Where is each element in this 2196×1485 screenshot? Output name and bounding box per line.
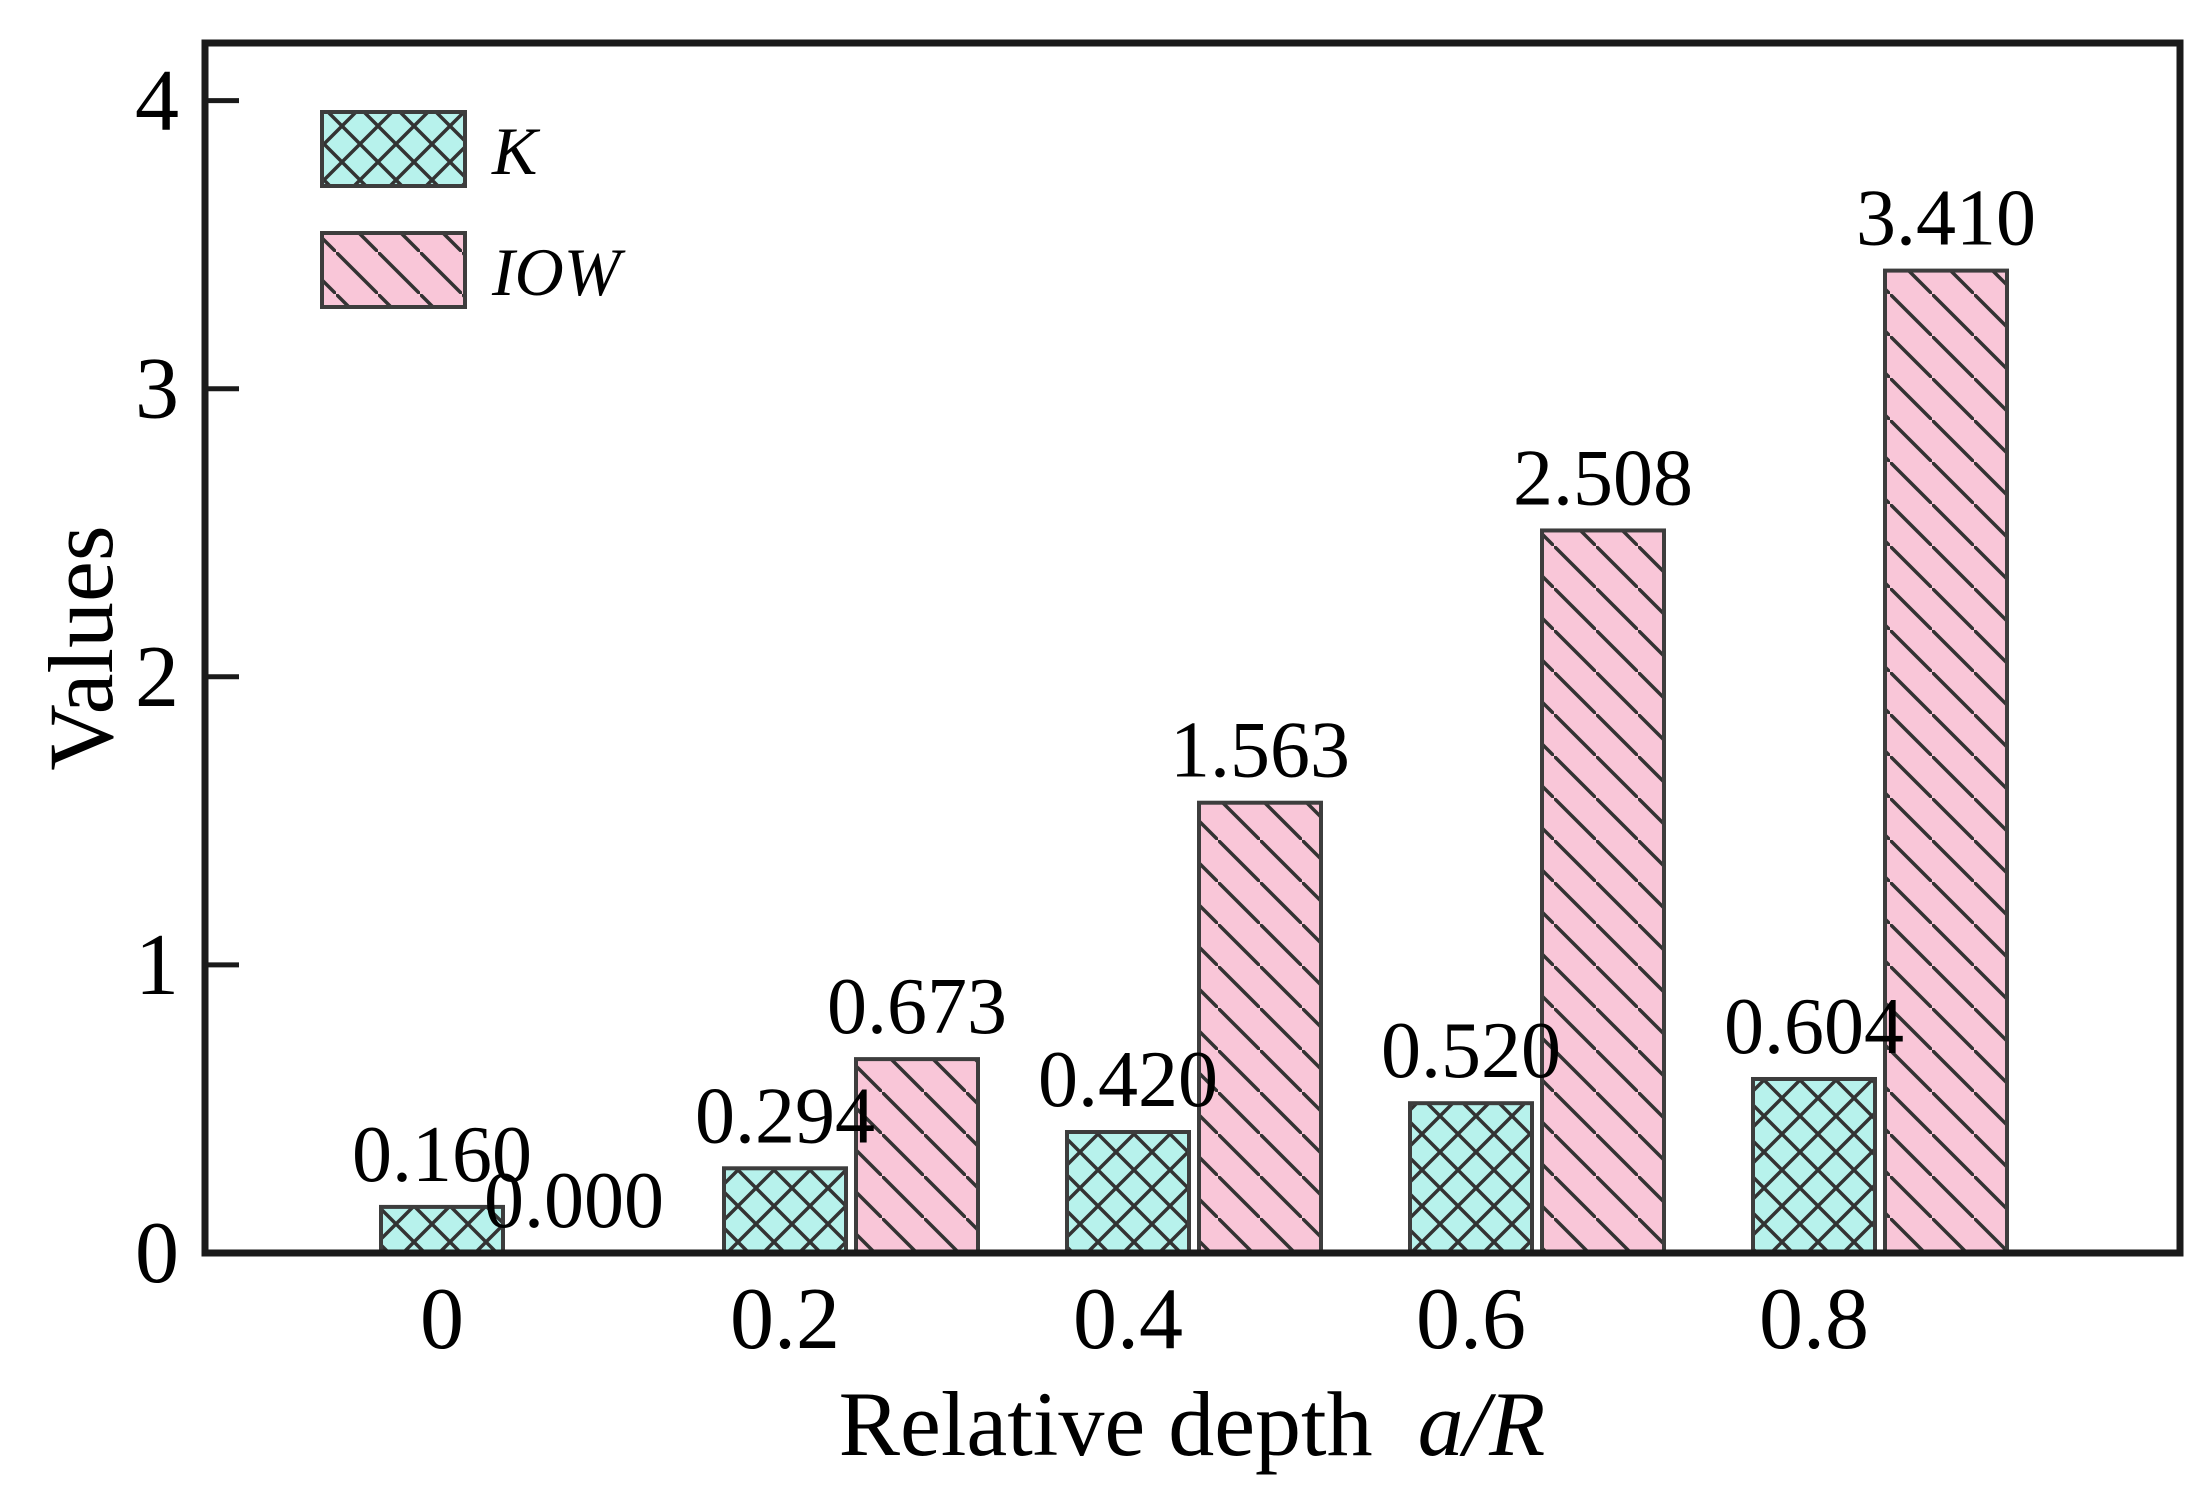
bar-k-0.8	[1751, 1076, 1877, 1255]
legend-swatch-k	[320, 110, 467, 188]
x-axis-title-plain: Relative depth	[839, 1373, 1373, 1475]
x-axis-title: Relative depth a/R	[839, 1373, 1546, 1475]
bar-iow-0.6	[1540, 528, 1666, 1255]
legend: K IOW	[320, 110, 626, 310]
legend-swatch-iow	[320, 231, 467, 309]
value-label-iow-0.2: 0.673	[827, 963, 1007, 1051]
value-label-iow-0.4: 1.563	[1170, 707, 1350, 795]
y-axis-title: Values	[30, 525, 132, 770]
value-label-k-0: 0.160	[352, 1111, 532, 1199]
legend-item-iow: IOW	[320, 231, 626, 310]
bar-iow-0.8	[1883, 268, 2009, 1256]
x-tick-label: 0.2	[730, 1271, 840, 1368]
y-tick-label: 4	[135, 53, 179, 150]
x-tick-label: 0	[420, 1271, 464, 1368]
legend-label-k: K	[491, 113, 541, 189]
value-label-iow-0: 0.000	[484, 1157, 664, 1245]
plot-frame	[201, 39, 2184, 1257]
y-axis-ticks: 0 1 2 3 4	[135, 53, 239, 1302]
bar-iow-0.2	[854, 1057, 980, 1256]
y-tick-label: 1	[135, 917, 179, 1014]
legend-item-k: K	[320, 110, 541, 189]
value-label-iow-0.6: 2.508	[1513, 434, 1693, 522]
x-axis-tick-labels: 0 0.2 0.4 0.6 0.8	[420, 1271, 1869, 1368]
bar-k-0.4	[1065, 1130, 1191, 1255]
bar-iow-0.4	[1197, 800, 1323, 1255]
x-tick-label: 0.4	[1073, 1271, 1183, 1368]
value-label-k-0.2: 0.294	[695, 1072, 875, 1160]
x-tick-label: 0.8	[1759, 1271, 1869, 1368]
value-label-k-0.4: 0.420	[1038, 1036, 1218, 1124]
x-axis-title-italic: a/R	[1418, 1373, 1546, 1475]
legend-label-iow: IOW	[491, 234, 626, 310]
value-label-k-0.6: 0.520	[1381, 1007, 1561, 1095]
y-tick-label: 2	[135, 629, 179, 726]
bar-k-0.6	[1408, 1101, 1534, 1255]
bar-k-0.2	[722, 1166, 848, 1256]
y-tick-label: 3	[135, 341, 179, 438]
bar-value-labels: 0.160 0.294 0.420 0.520 0.604 0.000 0.673 1.563…	[352, 175, 2036, 1245]
x-tick-label: 0.6	[1416, 1271, 1526, 1368]
y-tick-label: 0	[135, 1205, 179, 1302]
value-label-iow-0.8: 3.410	[1856, 175, 2036, 263]
value-label-k-0.8: 0.604	[1724, 983, 1904, 1071]
